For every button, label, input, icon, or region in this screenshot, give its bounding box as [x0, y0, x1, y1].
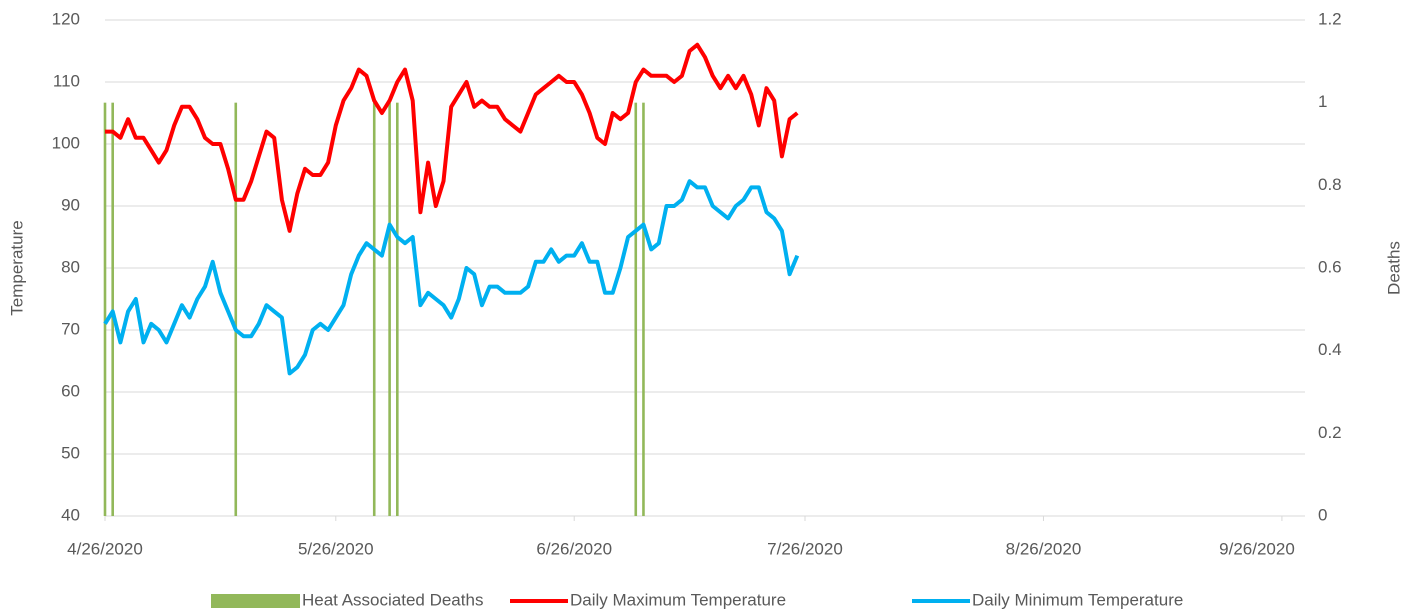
legend-label: Heat Associated Deaths: [302, 590, 483, 609]
y-tick-label: 40: [61, 505, 80, 524]
x-tick-label: 4/26/2020: [67, 539, 143, 558]
bar: [234, 102, 238, 517]
line: [103, 179, 800, 376]
legend-label: Daily Minimum Temperature: [972, 590, 1183, 609]
y2-tick-label: 0.4: [1318, 340, 1342, 359]
x-tick-label: 9/26/2020: [1219, 539, 1295, 558]
y2-tick-label: 0.6: [1318, 257, 1342, 276]
y2-axis-title: Deaths: [1384, 241, 1403, 295]
x-tick-label: 7/26/2020: [767, 539, 843, 558]
y2-tick-label: 1.2: [1318, 9, 1342, 28]
bar: [642, 102, 645, 517]
y-tick-label: 90: [61, 195, 80, 214]
y-tick-label: 100: [52, 133, 80, 152]
y2-tick-label: 1: [1318, 92, 1327, 111]
y-tick-label: 60: [61, 381, 80, 400]
bar: [396, 102, 399, 517]
y2-tick-label: 0.8: [1318, 175, 1342, 194]
bar: [634, 102, 638, 517]
y-tick-label: 110: [53, 71, 80, 90]
y-axis-title: Temperature: [7, 220, 26, 315]
line: [105, 42, 799, 233]
y-tick-label: 80: [61, 257, 80, 276]
bar: [111, 102, 114, 517]
x-tick-label: 6/26/2020: [536, 539, 612, 558]
legend-swatch: [211, 594, 300, 608]
y2-tick-label: 0: [1318, 505, 1327, 524]
bar: [103, 102, 107, 517]
y-tick-label: 50: [61, 443, 80, 462]
y-tick-label: 120: [52, 9, 80, 28]
y-tick-label: 70: [61, 319, 80, 338]
bar: [372, 102, 376, 517]
bar: [388, 102, 391, 517]
y2-tick-label: 0.2: [1318, 423, 1342, 442]
legend-label: Daily Maximum Temperature: [570, 590, 786, 609]
x-tick-label: 8/26/2020: [1006, 539, 1082, 558]
x-tick-label: 5/26/2020: [298, 539, 374, 558]
